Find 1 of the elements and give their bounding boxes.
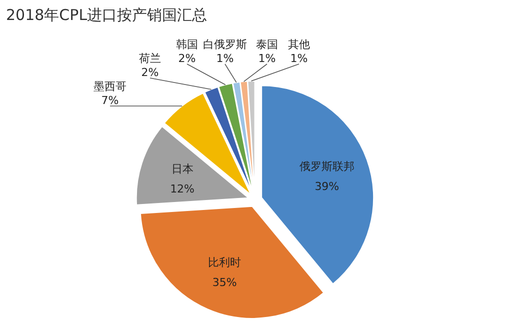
title: 2018年CPL进口按产销国汇总 (6, 6, 208, 24)
